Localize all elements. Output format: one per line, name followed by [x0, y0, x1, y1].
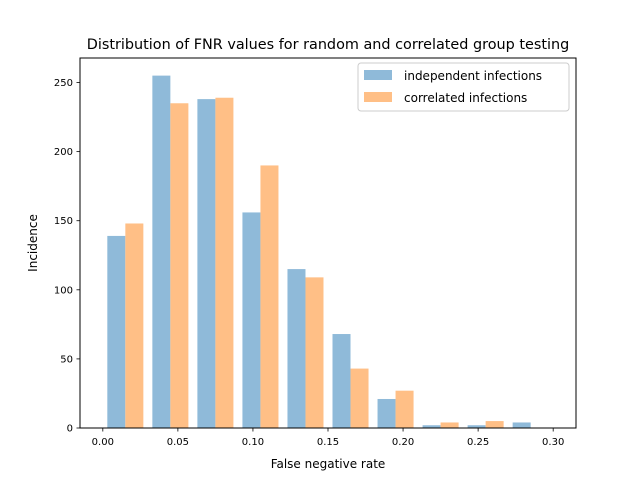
bar-correlated-3 — [260, 165, 279, 428]
x-tick-label: 0.05 — [167, 437, 189, 448]
bar-independent-4 — [287, 269, 306, 428]
x-tick-label: 0.20 — [392, 437, 414, 448]
y-tick-label: 150 — [54, 216, 73, 227]
bar-independent-5 — [332, 334, 351, 428]
legend-label-correlated: correlated infections — [404, 91, 527, 105]
bar-correlated-5 — [350, 368, 369, 428]
bar-correlated-0 — [125, 223, 144, 428]
legend-swatch-independent — [364, 70, 392, 80]
bar-correlated-4 — [305, 277, 324, 428]
x-tick-label: 0.10 — [242, 437, 264, 448]
x-tick-label: 0.15 — [317, 437, 339, 448]
bar-independent-7 — [422, 425, 441, 428]
bar-independent-1 — [152, 75, 171, 429]
x-tick-label: 0.30 — [542, 437, 564, 448]
chart-title: Distribution of FNR values for random an… — [87, 37, 569, 53]
x-tick-label: 0.00 — [92, 437, 114, 448]
y-axis-label: Incidence — [26, 214, 40, 272]
bar-independent-9 — [512, 422, 531, 428]
y-tick-label: 0 — [67, 424, 73, 435]
bar-correlated-6 — [395, 390, 414, 428]
legend-frame — [357, 62, 570, 112]
legend-label-independent: independent infections — [404, 69, 542, 83]
y-tick-label: 50 — [60, 354, 73, 365]
bar-independent-8 — [467, 425, 486, 428]
bar-independent-0 — [107, 235, 126, 428]
x-axis-label: False negative rate — [271, 457, 386, 471]
legend-swatch-correlated — [364, 92, 392, 102]
bar-independent-2 — [197, 99, 216, 429]
bar-correlated-8 — [485, 421, 504, 428]
y-tick-label: 200 — [54, 147, 73, 158]
bars-group — [107, 75, 531, 429]
x-axis-ticks: 0.00 0.05 0.10 0.15 0.20 0.25 0.30 — [92, 428, 564, 448]
legend: independent infections correlated infect… — [357, 62, 570, 112]
y-axis-ticks: 0 50 100 150 200 250 — [54, 78, 80, 435]
y-tick-label: 250 — [54, 78, 73, 89]
bar-correlated-7 — [440, 422, 459, 428]
bar-correlated-1 — [170, 103, 189, 428]
bar-independent-3 — [242, 212, 261, 428]
bar-independent-6 — [377, 398, 396, 428]
x-tick-label: 0.25 — [467, 437, 489, 448]
bar-correlated-2 — [215, 97, 234, 428]
y-tick-label: 100 — [54, 285, 73, 296]
